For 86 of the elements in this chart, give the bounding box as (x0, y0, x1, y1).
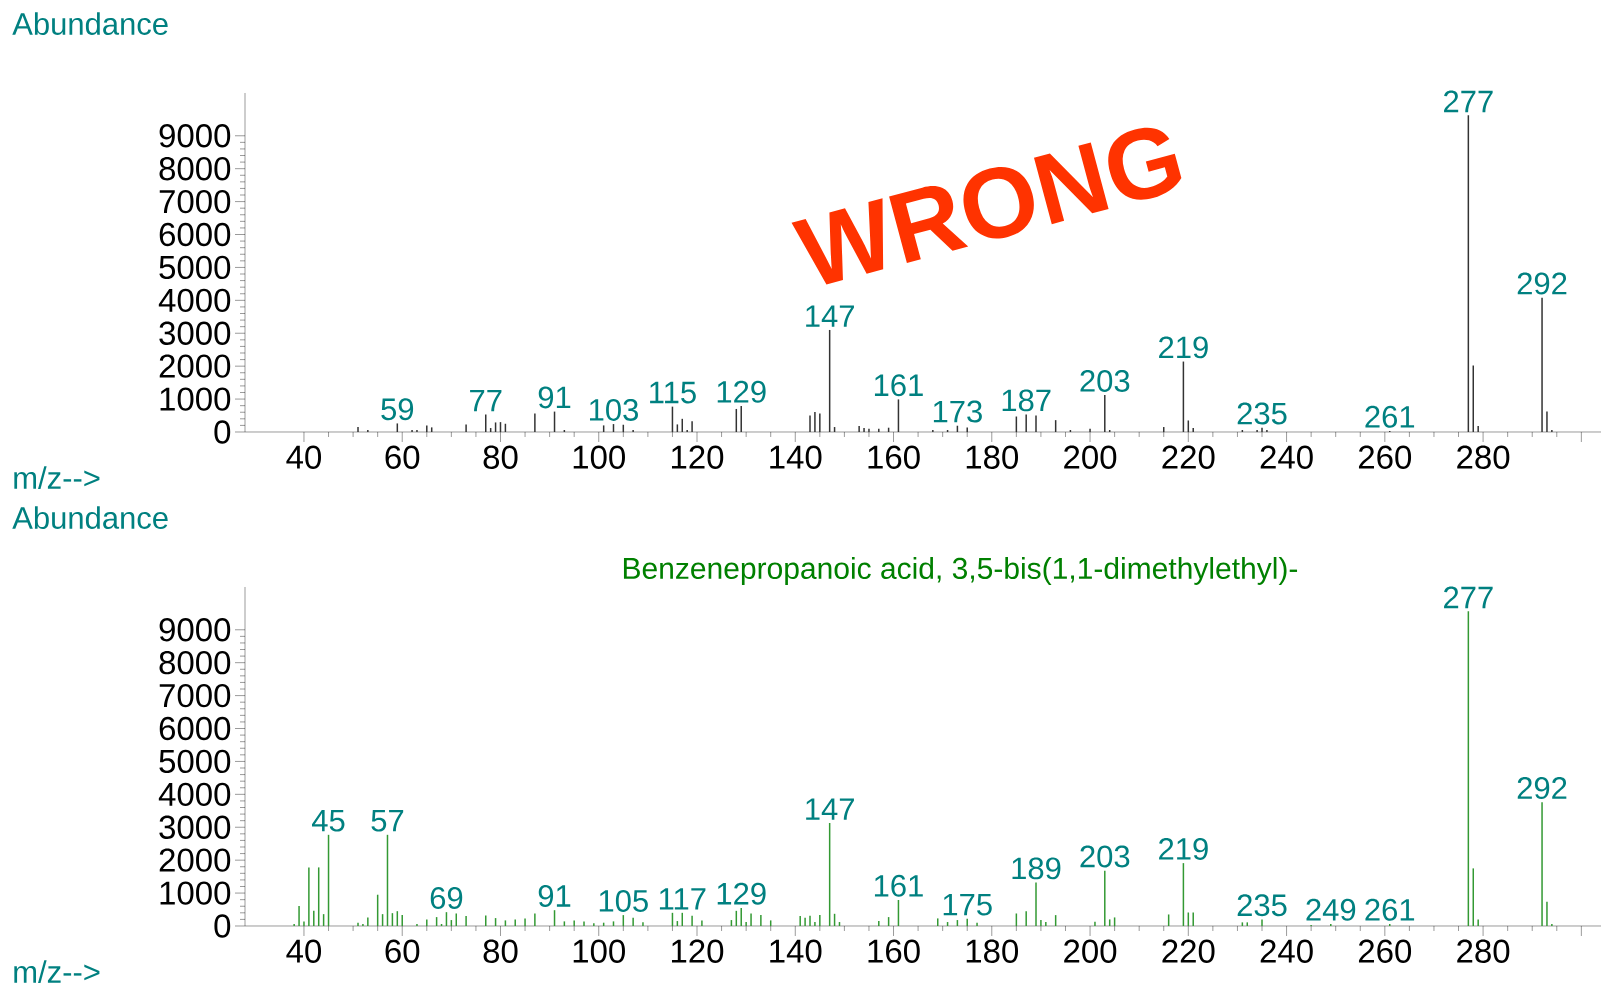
annotation: 292 (1517, 777, 1567, 800)
y-tick-label: 5000 (159, 749, 231, 774)
x-tick-label: 120 (671, 445, 724, 469)
x-tick-label: 220 (1162, 939, 1215, 963)
x-tick-label: 220 (1162, 445, 1215, 469)
annotation: 147 (806, 305, 854, 327)
x-tick-label: 260 (1358, 939, 1412, 963)
annotation: 161 (874, 374, 923, 397)
annotation: 91 (538, 885, 571, 907)
y-tick-label: 2000 (159, 354, 231, 378)
x-tick-label: 200 (1064, 939, 1117, 963)
y-tick-label: 6000 (159, 222, 231, 247)
x-tick-label: 160 (868, 445, 920, 469)
annotation: 249 (1306, 898, 1356, 921)
annotation: 147 (806, 798, 854, 820)
y-tick-label: 0 (214, 420, 231, 444)
x-axis-title: m/z--> (14, 466, 100, 489)
x-tick-label: 80 (483, 445, 518, 469)
annotation: 45 (312, 809, 345, 832)
annotation: 175 (943, 893, 992, 916)
annotation: 203 (1080, 369, 1130, 392)
annotation: 91 (538, 386, 571, 409)
annotation: 261 (1365, 898, 1415, 921)
x-tick-label: 80 (483, 939, 518, 963)
x-tick-label: 60 (385, 939, 420, 963)
y-tick-label: 9000 (159, 124, 231, 148)
annotation: 57 (371, 809, 404, 832)
annotation: 235 (1237, 894, 1287, 917)
x-tick-label: 200 (1064, 445, 1117, 469)
x-tick-label: 280 (1457, 939, 1510, 963)
annotation: WRONG (791, 127, 1182, 285)
y-tick-label: 5000 (159, 255, 231, 280)
x-axis-title: m/z--> (14, 960, 100, 983)
x-tick-label: 280 (1457, 445, 1510, 469)
y-tick-label: 2000 (159, 848, 231, 872)
y-axis-title: Abundance (12, 506, 168, 529)
annotation: 161 (874, 874, 923, 897)
annotation: 129 (717, 882, 766, 905)
x-tick-label: 140 (770, 445, 822, 469)
x-tick-label: 40 (286, 445, 322, 469)
annotation: 77 (470, 390, 502, 412)
y-tick-label: 7000 (159, 683, 231, 708)
annotation: 187 (1002, 389, 1051, 412)
x-tick-label: 40 (286, 939, 322, 963)
x-tick-label: 100 (573, 445, 625, 469)
y-tick-label: 0 (214, 914, 231, 938)
x-tick-label: 120 (671, 939, 724, 963)
y-tick-label: 8000 (159, 157, 231, 181)
x-tick-label: 100 (573, 939, 625, 963)
y-tick-label: 9000 (159, 618, 231, 642)
x-tick-label: 260 (1358, 445, 1412, 469)
x-tick-label: 240 (1260, 445, 1313, 469)
y-tick-label: 1000 (160, 881, 231, 905)
annotation: 129 (717, 380, 766, 403)
annotation: 69 (430, 887, 463, 909)
annotation: 115 (650, 381, 696, 404)
y-tick-label: 6000 (159, 716, 231, 741)
annotation: 189 (1012, 857, 1061, 880)
y-tick-label: 8000 (159, 651, 231, 675)
annotation: 105 (599, 889, 648, 912)
annotation: 103 (589, 398, 638, 421)
y-axis-title: Abundance (12, 12, 168, 35)
x-tick-label: 180 (966, 939, 1019, 963)
x-tick-label: 60 (385, 445, 420, 469)
annotation: 203 (1080, 845, 1130, 868)
annotation: 219 (1159, 336, 1208, 359)
annotation: 219 (1159, 837, 1208, 860)
annotation: 235 (1237, 402, 1287, 425)
chart-subtitle: Benzenepropanoic acid, 3,5-bis(1,1-dimethylethyl)- (623, 557, 1298, 585)
y-tick-label: 3000 (159, 815, 231, 839)
y-tick-label: 4000 (158, 782, 231, 807)
x-tick-label: 160 (868, 939, 920, 963)
annotation: 173 (933, 400, 982, 423)
annotation: 59 (381, 398, 414, 421)
y-tick-label: 1000 (160, 387, 231, 411)
annotation: 261 (1365, 405, 1415, 428)
annotation: 117 (659, 888, 706, 910)
annotation: 277 (1444, 586, 1493, 609)
y-tick-label: 7000 (159, 189, 231, 214)
annotation: 277 (1444, 90, 1493, 113)
y-tick-label: 3000 (159, 321, 231, 345)
y-tick-label: 4000 (158, 288, 231, 313)
x-tick-label: 140 (770, 939, 822, 963)
annotation: 292 (1517, 272, 1567, 295)
x-tick-label: 240 (1260, 939, 1313, 963)
x-tick-label: 180 (966, 445, 1019, 469)
